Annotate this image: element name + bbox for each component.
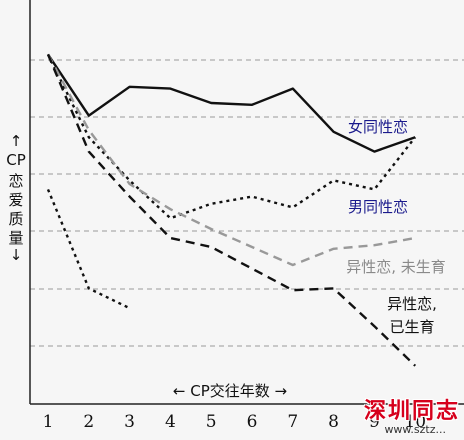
x-tick-label: 2	[83, 412, 94, 432]
x-axis-label: ← CP交往年数 →	[172, 382, 288, 400]
watermark-url: www.sztz...	[384, 423, 446, 436]
series-line-1	[47, 53, 416, 153]
y-axis-label-char: ↑	[9, 132, 23, 150]
y-axis-label-char: ↓	[9, 246, 23, 264]
series-label: 女同性恋	[348, 118, 408, 136]
series-group	[46, 53, 417, 367]
watermark-logo-text: 深圳同志	[363, 399, 460, 424]
y-axis-label-char: 爱	[8, 191, 24, 209]
series-label: 异性恋, 未生育	[346, 258, 446, 276]
x-tick-label: 8	[328, 412, 339, 432]
series-line-3	[46, 53, 416, 267]
series-label: 异性恋,	[387, 295, 437, 313]
x-tick-label: 4	[165, 412, 176, 432]
series-label: 男同性恋	[348, 198, 408, 216]
y-axis-label-char: 质	[8, 210, 24, 228]
x-tick-label: 10	[404, 412, 426, 432]
watermark: 深圳同志 www.sztz...	[364, 393, 460, 436]
y-axis-label-char: 量	[8, 229, 24, 247]
x-tick-label: 6	[247, 412, 258, 432]
x-tick-labels: 1 2 3 4 5 6 7 8 9 10	[43, 412, 426, 432]
series-label: 已生育	[389, 318, 434, 336]
axes	[29, 0, 464, 405]
x-tick-label: 9	[369, 412, 380, 432]
x-tick-label: 7	[287, 412, 298, 432]
series-line-5	[46, 188, 131, 310]
x-tick-label: 1	[43, 412, 54, 432]
y-axis-label-char: CP	[6, 151, 26, 169]
x-tick-label: 3	[124, 412, 135, 432]
x-tick-label: 5	[206, 412, 217, 432]
series-line-4	[46, 53, 417, 367]
y-axis-label-char: 恋	[8, 172, 24, 190]
gridlines	[30, 59, 464, 347]
series-line-2	[46, 53, 417, 220]
